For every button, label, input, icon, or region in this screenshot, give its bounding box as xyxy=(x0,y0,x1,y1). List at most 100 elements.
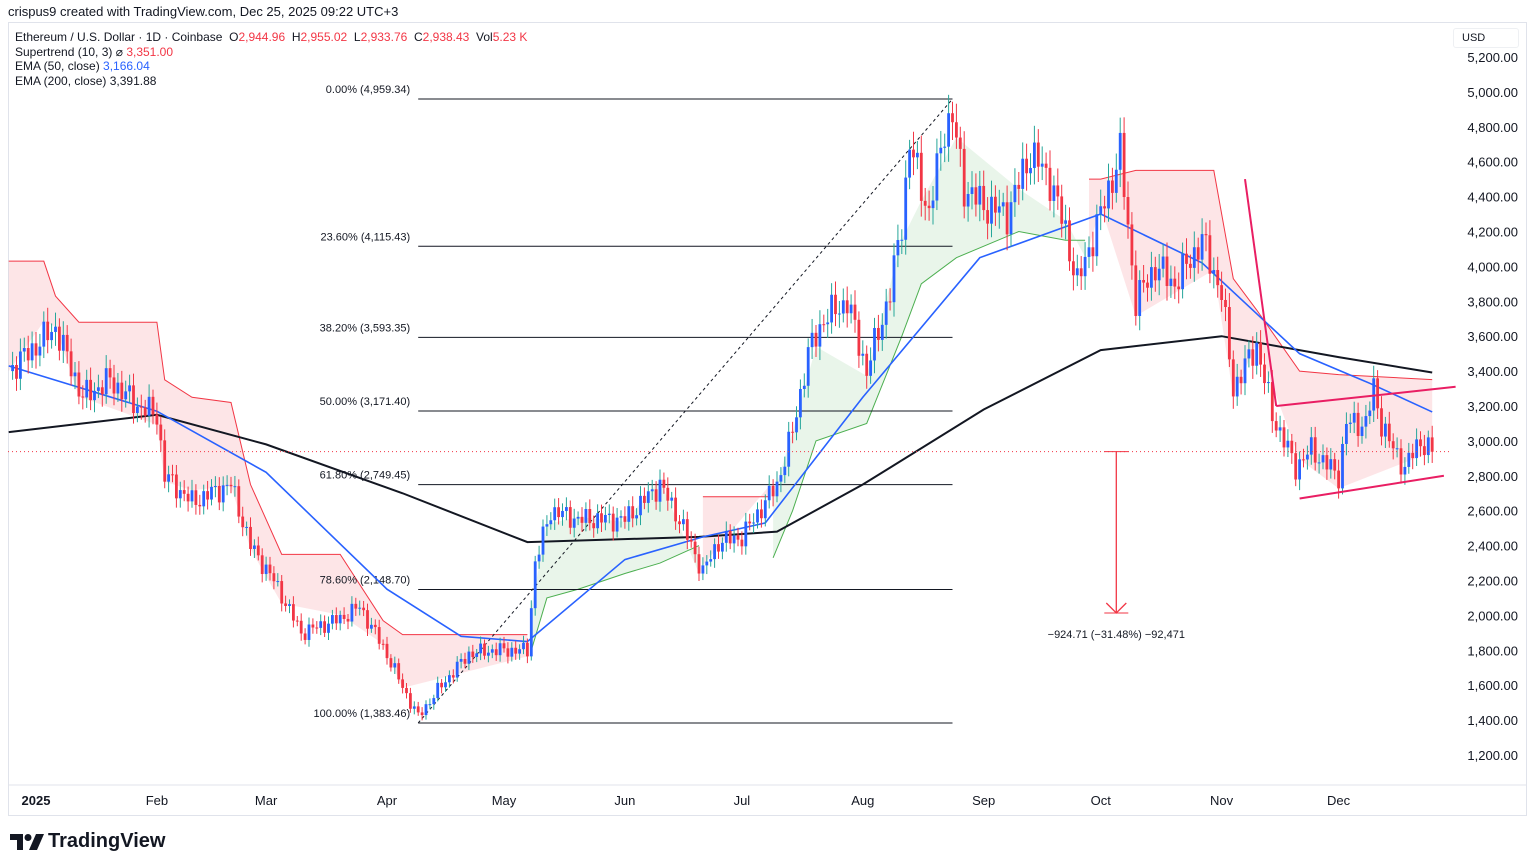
price-tick-label: 2,800.00 xyxy=(1467,469,1518,484)
candle-up xyxy=(783,466,787,476)
candle-up xyxy=(522,642,525,650)
candle-up xyxy=(931,200,935,209)
candle-up xyxy=(1029,167,1032,174)
candle-down xyxy=(693,541,697,555)
legend-ema50[interactable]: EMA (50, close) 3,166.04 xyxy=(15,59,527,74)
candle-up xyxy=(787,431,791,467)
time-tick-label: Jun xyxy=(614,793,635,808)
candle-down xyxy=(1196,247,1200,260)
candle-up xyxy=(1306,454,1309,460)
candle-up xyxy=(124,391,128,400)
fibonacci-retracement: 0.00% (4,959.34) 23.60% (4,115.43) 38.20% … xyxy=(314,84,953,724)
candle-down xyxy=(237,486,241,517)
candle-up xyxy=(245,526,248,528)
candle-up xyxy=(861,353,865,356)
price-tick-label: 2,200.00 xyxy=(1467,574,1518,589)
candle-up xyxy=(752,522,755,524)
candle-up xyxy=(810,332,814,348)
price-tick-label: 1,400.00 xyxy=(1467,713,1518,728)
candle-down xyxy=(483,643,486,656)
candle-down xyxy=(292,604,295,621)
candle-down xyxy=(877,327,880,340)
price-tick-label: 1,600.00 xyxy=(1467,678,1518,693)
candle-up xyxy=(319,621,323,628)
candle-down xyxy=(463,658,467,664)
candle-up xyxy=(370,624,373,629)
candle-up xyxy=(136,406,139,414)
candle-down xyxy=(748,521,752,524)
price-tick-label: 5,200.00 xyxy=(1467,50,1518,65)
candle-down xyxy=(1146,282,1149,288)
hidden-eye-icon[interactable]: ⌀ xyxy=(115,44,123,59)
candle-up xyxy=(615,517,619,532)
price-axis: 5,200.00 5,000.00 4,800.00 4,600.00 4,400.00… xyxy=(1467,50,1518,763)
candle-up xyxy=(1384,423,1387,437)
candle-down xyxy=(1208,235,1212,274)
candle-down xyxy=(163,440,167,482)
candle-down xyxy=(654,489,658,502)
candle-down xyxy=(1126,197,1130,225)
candle-down xyxy=(272,573,276,582)
volume-value: 5.23 K xyxy=(492,30,528,44)
candle-down xyxy=(1294,453,1298,480)
candle-up xyxy=(1064,220,1067,224)
legend-ema200[interactable]: EMA (200, close) 3,391.88 xyxy=(15,74,527,89)
candle-down xyxy=(1263,364,1266,384)
candle-up xyxy=(1345,423,1348,444)
candle-down xyxy=(373,624,377,628)
candle-up xyxy=(147,396,151,416)
candle-down xyxy=(1380,408,1383,437)
candle-down xyxy=(377,627,381,644)
candle-up xyxy=(529,608,533,657)
candle-up xyxy=(541,526,545,555)
candle-down xyxy=(1189,263,1192,268)
candle-up xyxy=(721,542,724,552)
volume-label: Vol xyxy=(476,30,493,44)
candle-down xyxy=(923,200,927,206)
legend-supertrend[interactable]: Supertrend (10, 3) ⌀ 3,351.00 xyxy=(15,45,527,60)
candle-down xyxy=(514,647,518,654)
tradingview-logo[interactable]: TradingView xyxy=(10,830,165,853)
candle-down xyxy=(494,649,498,656)
candle-up xyxy=(448,675,451,683)
candle-up xyxy=(233,486,237,488)
candle-down xyxy=(249,526,252,549)
currency-button[interactable]: USD xyxy=(1453,28,1519,48)
candle-down xyxy=(740,539,744,547)
measure-label: −924.71 (−31.48%) −92,471 xyxy=(1048,629,1185,641)
candle-down xyxy=(674,497,677,522)
candle-down xyxy=(728,530,732,544)
candle-down xyxy=(588,509,592,524)
candle-up xyxy=(1087,247,1091,257)
candle-up xyxy=(1243,358,1247,384)
candle-down xyxy=(159,424,163,441)
candle-up xyxy=(1040,163,1044,167)
candle-up xyxy=(1200,234,1204,260)
candle-up xyxy=(264,564,268,575)
candle-up xyxy=(744,521,748,547)
candle-up xyxy=(732,535,736,544)
tradingview-logo-icon xyxy=(10,833,44,850)
candle-down xyxy=(198,504,202,507)
candle-up xyxy=(327,623,330,633)
candle-down xyxy=(284,603,287,606)
candle-down xyxy=(1391,441,1395,449)
candle-down xyxy=(471,651,475,657)
candle-up xyxy=(412,706,416,709)
symbol-name[interactable]: Ethereum / U.S. Dollar · 1D · Coinbase xyxy=(15,30,223,44)
time-tick-label: Oct xyxy=(1091,793,1112,808)
supertrend-indicator xyxy=(8,137,1433,688)
candle-up xyxy=(1395,448,1399,450)
candle-down xyxy=(927,205,931,209)
candle-up xyxy=(572,518,576,528)
candle-up xyxy=(763,500,767,519)
candle-up xyxy=(670,497,674,501)
candle-down xyxy=(268,564,272,574)
candle-up xyxy=(1407,452,1411,467)
candle-up xyxy=(487,652,490,656)
candle-down xyxy=(1220,285,1223,300)
candle-down xyxy=(1068,220,1071,262)
candle-down xyxy=(1072,261,1075,276)
candle-up xyxy=(467,651,471,664)
